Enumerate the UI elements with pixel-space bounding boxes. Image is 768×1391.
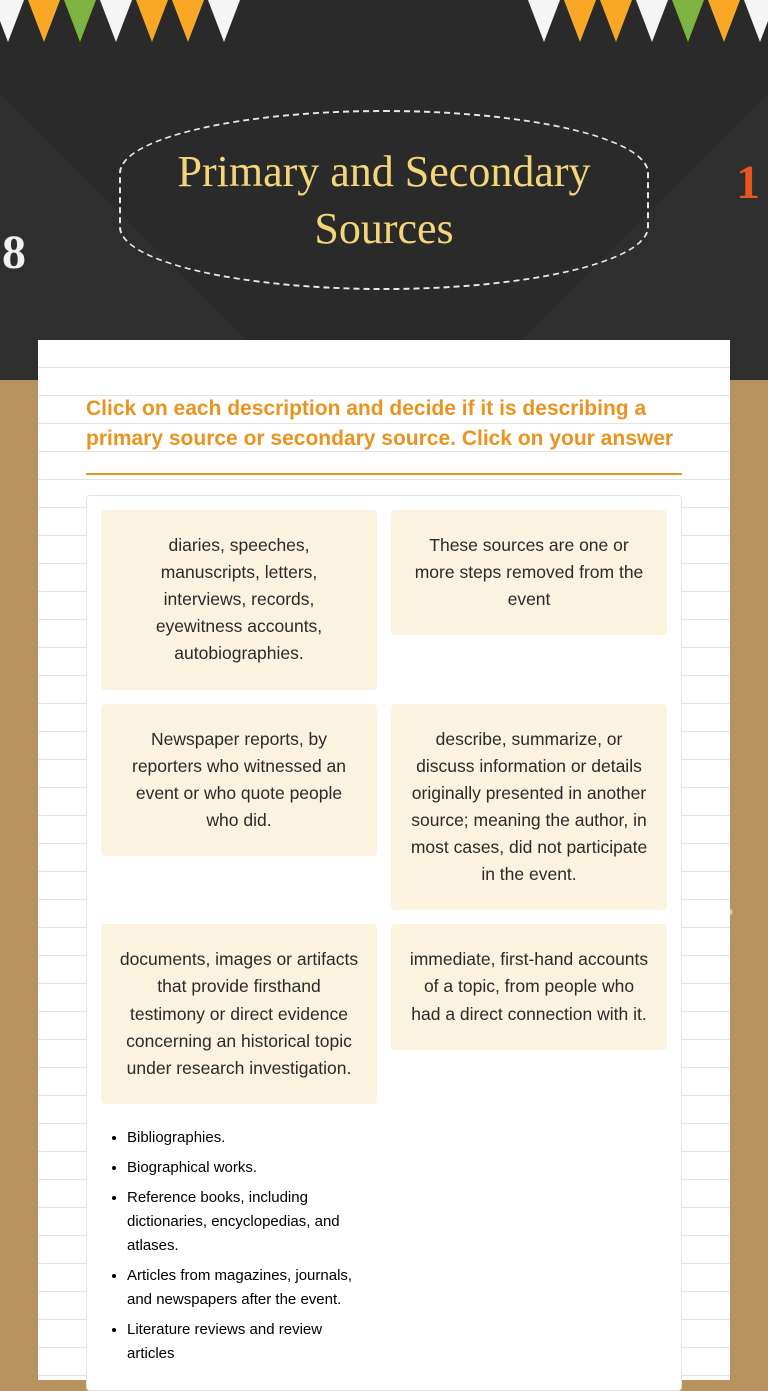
list-item: Reference books, including dictionaries,… (127, 1186, 373, 1258)
title-frame: Primary and Secondary Sources (119, 110, 649, 290)
description-card[interactable]: Newspaper reports, by reporters who witn… (101, 704, 377, 857)
description-card[interactable]: describe, summarize, or discuss informat… (391, 704, 667, 911)
card-grid: diaries, speeches, manuscripts, letters,… (101, 510, 667, 1376)
bunting-right (526, 0, 768, 42)
list-item: Biographical works. (127, 1156, 373, 1180)
page-title: Primary and Secondary Sources (119, 110, 649, 290)
chalkboard-header: 8 1 Primary and Secondary Sources (0, 0, 768, 380)
decor-number-8: 8 (2, 225, 26, 280)
bunting-left (0, 0, 242, 42)
description-card[interactable]: These sources are one or more steps remo… (391, 510, 667, 635)
card-container: diaries, speeches, manuscripts, letters,… (86, 495, 682, 1391)
description-list-card[interactable]: Bibliographies. Biographical works. Refe… (101, 1118, 377, 1376)
list-item: Literature reviews and review articles (127, 1318, 373, 1366)
list-item: Bibliographies. (127, 1126, 373, 1150)
description-card[interactable]: diaries, speeches, manuscripts, letters,… (101, 510, 377, 690)
list-item: Articles from magazines, journals, and n… (127, 1264, 373, 1312)
paper-sheet: Click on each description and decide if … (38, 340, 730, 1380)
decor-number-1: 1 (736, 155, 760, 210)
description-card[interactable]: immediate, first-hand accounts of a topi… (391, 924, 667, 1049)
description-card[interactable]: documents, images or artifacts that prov… (101, 924, 377, 1104)
instruction-text: Click on each description and decide if … (86, 394, 682, 475)
example-list: Bibliographies. Biographical works. Refe… (105, 1126, 373, 1366)
